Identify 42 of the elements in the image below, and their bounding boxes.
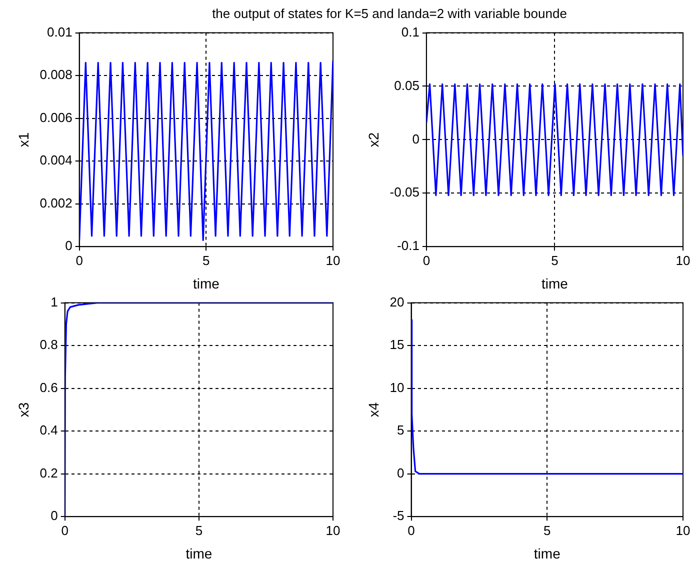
x-axis-title: time	[534, 545, 561, 562]
x-axis-title: time	[192, 275, 220, 292]
y-tick-label: 0.6	[40, 380, 58, 395]
x-tick-label: 10	[676, 522, 690, 538]
x-tick-label: 10	[326, 522, 340, 538]
x-tick-label: 0	[422, 252, 430, 268]
x-tick-label: 5	[195, 522, 203, 538]
x-tick-label: 10	[676, 252, 690, 268]
y-tick-label: 5	[397, 422, 404, 438]
x-axis-title: time	[541, 275, 568, 292]
y-tick-label: 1	[50, 294, 58, 310]
y-tick-label: 0	[65, 238, 72, 254]
x-axis-title: time	[186, 545, 212, 562]
y-tick-label: -5	[392, 508, 404, 524]
y-tick-label: 15	[390, 337, 404, 352]
y-axis-title: x1	[15, 132, 32, 148]
y-tick-label: 0.4	[40, 422, 58, 438]
y-tick-label: -0.05	[390, 184, 420, 200]
y-axis-title: x3	[15, 402, 32, 418]
y-tick-label: 0.008	[40, 67, 72, 82]
y-tick-label: 0.8	[40, 337, 58, 352]
text: the output of states for K=5 and landa=2 with variable bounde	[211, 6, 568, 21]
y-tick-label: -0.1	[397, 238, 420, 254]
y-tick-label: 0	[50, 508, 58, 524]
y-tick-label: 0.006	[40, 110, 72, 125]
y-tick-label: 20	[390, 294, 404, 310]
y-tick-label: 0.2	[40, 465, 58, 480]
y-tick-label: 0.1	[401, 24, 420, 40]
x-tick-label: 5	[202, 252, 210, 268]
y-tick-label: 0.004	[40, 152, 72, 168]
x-tick-label: 5	[544, 522, 551, 538]
y-tick-label: 0.05	[394, 78, 420, 93]
x-tick-label: 10	[326, 252, 340, 268]
y-tick-label: 0	[412, 131, 420, 146]
y-tick-label: 10	[390, 380, 404, 395]
y-tick-label: 0.01	[47, 24, 72, 40]
y-tick-label: 0.002	[40, 195, 72, 210]
y-axis-title: x2	[365, 132, 382, 148]
y-axis-title: x4	[365, 402, 382, 418]
y-tick-label: 0	[397, 465, 404, 480]
x-tick-label: 5	[551, 252, 558, 268]
x-tick-label: 0	[76, 252, 83, 268]
